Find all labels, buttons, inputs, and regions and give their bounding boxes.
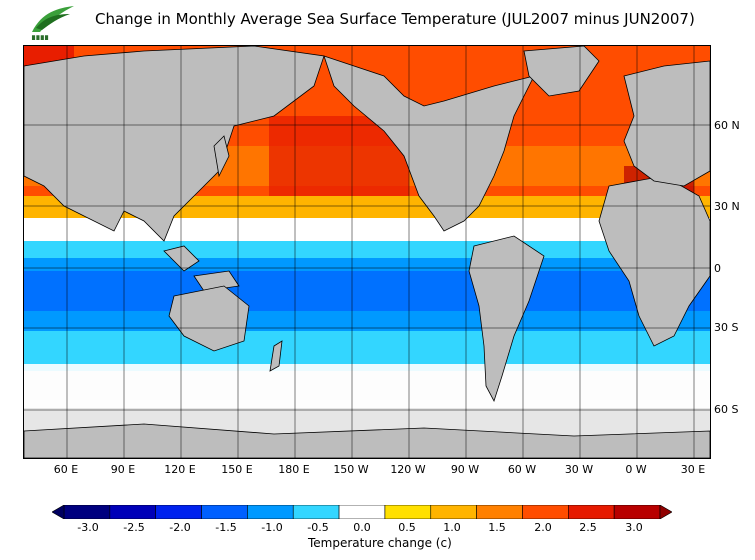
legend-tick: -3.0 [77, 521, 99, 534]
legend-swatch [522, 505, 569, 519]
lon-label-90e: 90 E [110, 463, 136, 476]
legend-tick: 1.0 [443, 521, 461, 534]
lon-label-60e: 60 E [53, 463, 79, 476]
lon-label-90w: 90 W [450, 463, 480, 476]
legend-swatch [247, 505, 294, 519]
lon-label-120w: 120 W [390, 463, 426, 476]
observatory-logo: █ █ █ █ [31, 6, 74, 40]
legend-high-arrow [659, 505, 672, 519]
sst-map [23, 45, 711, 459]
lon-label-150e: 150 E [221, 463, 253, 476]
legend-swatch [292, 505, 340, 519]
legend-swatch [476, 505, 523, 519]
lon-label-60w: 60 W [507, 463, 537, 476]
lon-label-150w: 150 W [333, 463, 369, 476]
lat-label-60s: 60 S [714, 403, 739, 416]
legend-swatch [63, 505, 111, 519]
lat-label-0: 0 [714, 262, 721, 275]
lon-label-30e: 30 E [680, 463, 706, 476]
legend-tick: 2.5 [579, 521, 597, 534]
legend-swatch [613, 505, 661, 519]
legend-tick: 3.0 [625, 521, 643, 534]
legend-tick: -1.5 [215, 521, 237, 534]
sst-anomaly-field [24, 46, 710, 458]
legend-low-arrow [52, 505, 65, 519]
lat-label-30n: 30 N [714, 200, 740, 213]
lon-label-120e: 120 E [164, 463, 196, 476]
legend-tick: -2.5 [123, 521, 145, 534]
lat-label-60n: 60 N [714, 119, 740, 132]
lon-label-0w: 0 W [625, 463, 647, 476]
lon-label-180e: 180 E [278, 463, 310, 476]
map-title: Change in Monthly Average Sea Surface Te… [95, 10, 695, 28]
legend-swatch [338, 505, 386, 519]
legend-tick: 0.0 [353, 521, 371, 534]
legend-colorbar [52, 505, 672, 519]
legend-tick: -2.0 [169, 521, 191, 534]
legend-tick: -1.0 [261, 521, 283, 534]
legend-tick: -0.5 [307, 521, 329, 534]
legend-tick: 0.5 [398, 521, 416, 534]
legend-swatch [201, 505, 248, 519]
svg-text:█ █ █ █: █ █ █ █ [31, 35, 49, 40]
legend-tick: 1.5 [488, 521, 506, 534]
lon-label-30w: 30 W [564, 463, 594, 476]
lat-label-30s: 30 S [714, 321, 739, 334]
legend-swatch [384, 505, 432, 519]
legend-tick: 2.0 [534, 521, 552, 534]
legend-swatch [155, 505, 202, 519]
legend-swatch [430, 505, 477, 519]
legend-swatch [109, 505, 156, 519]
legend-swatch [568, 505, 615, 519]
legend-caption: Temperature change (c) [308, 536, 452, 550]
